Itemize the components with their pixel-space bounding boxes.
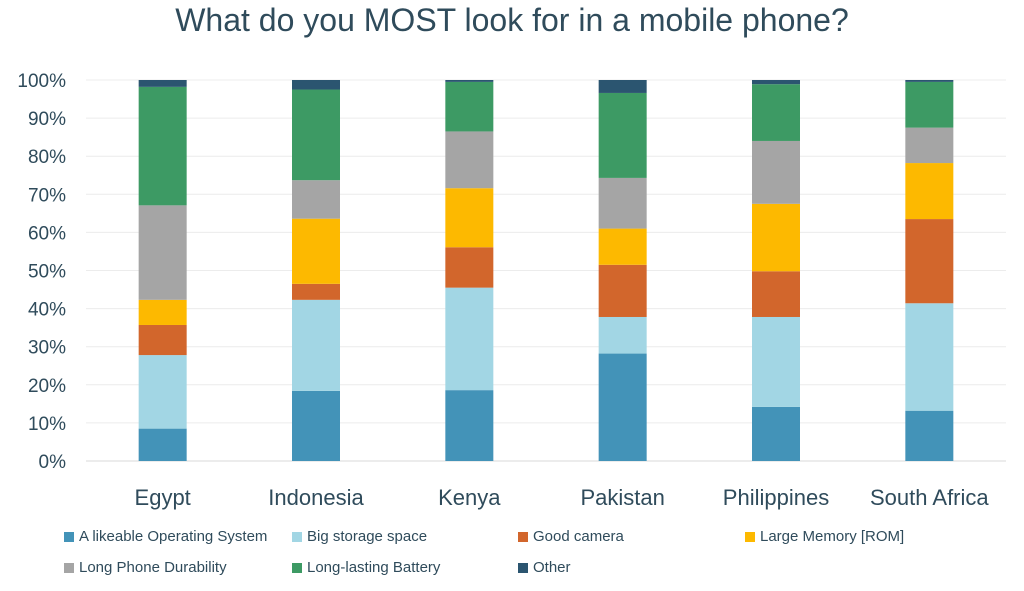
legend-label: Other: [533, 559, 571, 576]
bar-segment-big-storage-space-pakistan: [598, 316, 647, 354]
legend-swatch: [518, 562, 528, 573]
legend-item: Large Memory [ROM]: [745, 528, 904, 545]
legend-label: Big storage space: [307, 528, 428, 545]
legend-swatch: [64, 531, 74, 542]
bar-segment-long-phone-durability-egypt: [138, 205, 187, 300]
bar-segment-a-likeable-operating-system-philippines: [752, 406, 800, 461]
x-tick-label: Indonesia: [268, 485, 364, 510]
legend-item: Other: [518, 559, 571, 576]
bar-segment-a-likeable-operating-system-pakistan: [598, 353, 647, 461]
bar-segment-long-phone-durability-pakistan: [598, 177, 647, 229]
x-tick-label: Pakistan: [580, 485, 664, 510]
bar-segment-good-camera-pakistan: [598, 264, 647, 317]
bar-segment-large-memory-rom--indonesia: [292, 218, 340, 284]
bar-segment-good-camera-egypt: [138, 324, 187, 356]
legend-item: Long-lasting Battery: [292, 559, 440, 576]
y-tick-label: 100%: [17, 71, 66, 92]
bar-segment-big-storage-space-kenya: [445, 287, 494, 391]
legend-item: Big storage space: [292, 528, 427, 545]
legend-label: Long Phone Durability: [79, 559, 227, 576]
y-tick-label: 20%: [28, 376, 66, 397]
x-tick-label: Kenya: [438, 485, 501, 510]
chart-title: What do you MOST look for in a mobile ph…: [175, 2, 849, 38]
bar-segment-long-phone-durability-kenya: [445, 131, 494, 189]
bar-segment-big-storage-space-philippines: [752, 316, 800, 407]
bar-segment-a-likeable-operating-system-indonesia: [292, 390, 340, 461]
bar-segment-big-storage-space-indonesia: [292, 299, 340, 391]
bar-segment-large-memory-rom--south-africa: [905, 163, 954, 220]
bar-segment-good-camera-philippines: [752, 271, 800, 317]
y-tick-label: 30%: [28, 338, 66, 359]
bar-segment-large-memory-rom--philippines: [752, 203, 800, 272]
legend-label: Long-lasting Battery: [307, 559, 441, 576]
bar-segment-long-lasting-battery-egypt: [138, 86, 187, 206]
bar-segment-long-lasting-battery-kenya: [445, 81, 494, 132]
y-tick-label: 0%: [39, 452, 67, 473]
bar-segment-long-phone-durability-indonesia: [292, 180, 340, 219]
bar-segment-other-indonesia: [292, 80, 340, 90]
bar-segment-big-storage-space-egypt: [138, 355, 187, 429]
legend-item: Good camera: [518, 528, 624, 545]
legend-item: Long Phone Durability: [64, 559, 227, 576]
bar-segment-large-memory-rom--kenya: [445, 188, 494, 248]
bar-segment-other-south-africa: [905, 80, 954, 82]
y-tick-label: 60%: [28, 223, 66, 244]
bar-segment-long-phone-durability-south-africa: [905, 127, 954, 164]
legend-swatch: [64, 562, 74, 573]
bar-segment-other-kenya: [445, 80, 494, 82]
bar-segment-large-memory-rom--pakistan: [598, 228, 647, 265]
x-tick-label: South Africa: [870, 485, 989, 510]
x-tick-label: Philippines: [723, 485, 829, 510]
y-tick-label: 10%: [28, 414, 66, 435]
bar-segment-long-lasting-battery-philippines: [752, 84, 800, 141]
bar-segment-a-likeable-operating-system-south-africa: [905, 410, 954, 461]
legend-swatch: [745, 531, 755, 542]
bar-segment-long-lasting-battery-pakistan: [598, 92, 647, 178]
bar-segment-other-egypt: [138, 80, 187, 87]
bar-segment-good-camera-indonesia: [292, 283, 340, 300]
legend-label: Large Memory [ROM]: [760, 528, 905, 545]
y-tick-label: 70%: [28, 185, 66, 206]
bar-segment-good-camera-kenya: [445, 247, 494, 288]
y-tick-label: 80%: [28, 147, 66, 168]
bar-segment-a-likeable-operating-system-egypt: [138, 428, 187, 461]
bar-segment-large-memory-rom--egypt: [138, 299, 187, 325]
legend-label: Good camera: [533, 528, 624, 545]
bar-segment-a-likeable-operating-system-kenya: [445, 390, 494, 461]
legend-swatch: [518, 531, 528, 542]
legend-label: A likeable Operating System: [79, 528, 268, 545]
y-tick-label: 90%: [28, 109, 66, 130]
bar-segment-other-philippines: [752, 80, 800, 85]
x-tick-label: Egypt: [135, 485, 191, 510]
y-tick-label: 50%: [28, 262, 66, 283]
y-tick-label: 40%: [28, 300, 66, 321]
bar-segment-long-phone-durability-philippines: [752, 140, 800, 204]
bar-segment-long-lasting-battery-south-africa: [905, 81, 954, 128]
legend-item: A likeable Operating System: [64, 528, 267, 545]
bar-segment-good-camera-south-africa: [905, 219, 954, 304]
legend-swatch: [292, 562, 302, 573]
bar-segment-other-pakistan: [598, 80, 647, 93]
bar-segment-long-lasting-battery-indonesia: [292, 89, 340, 181]
bar-segment-big-storage-space-south-africa: [905, 303, 954, 411]
legend-swatch: [292, 531, 302, 542]
